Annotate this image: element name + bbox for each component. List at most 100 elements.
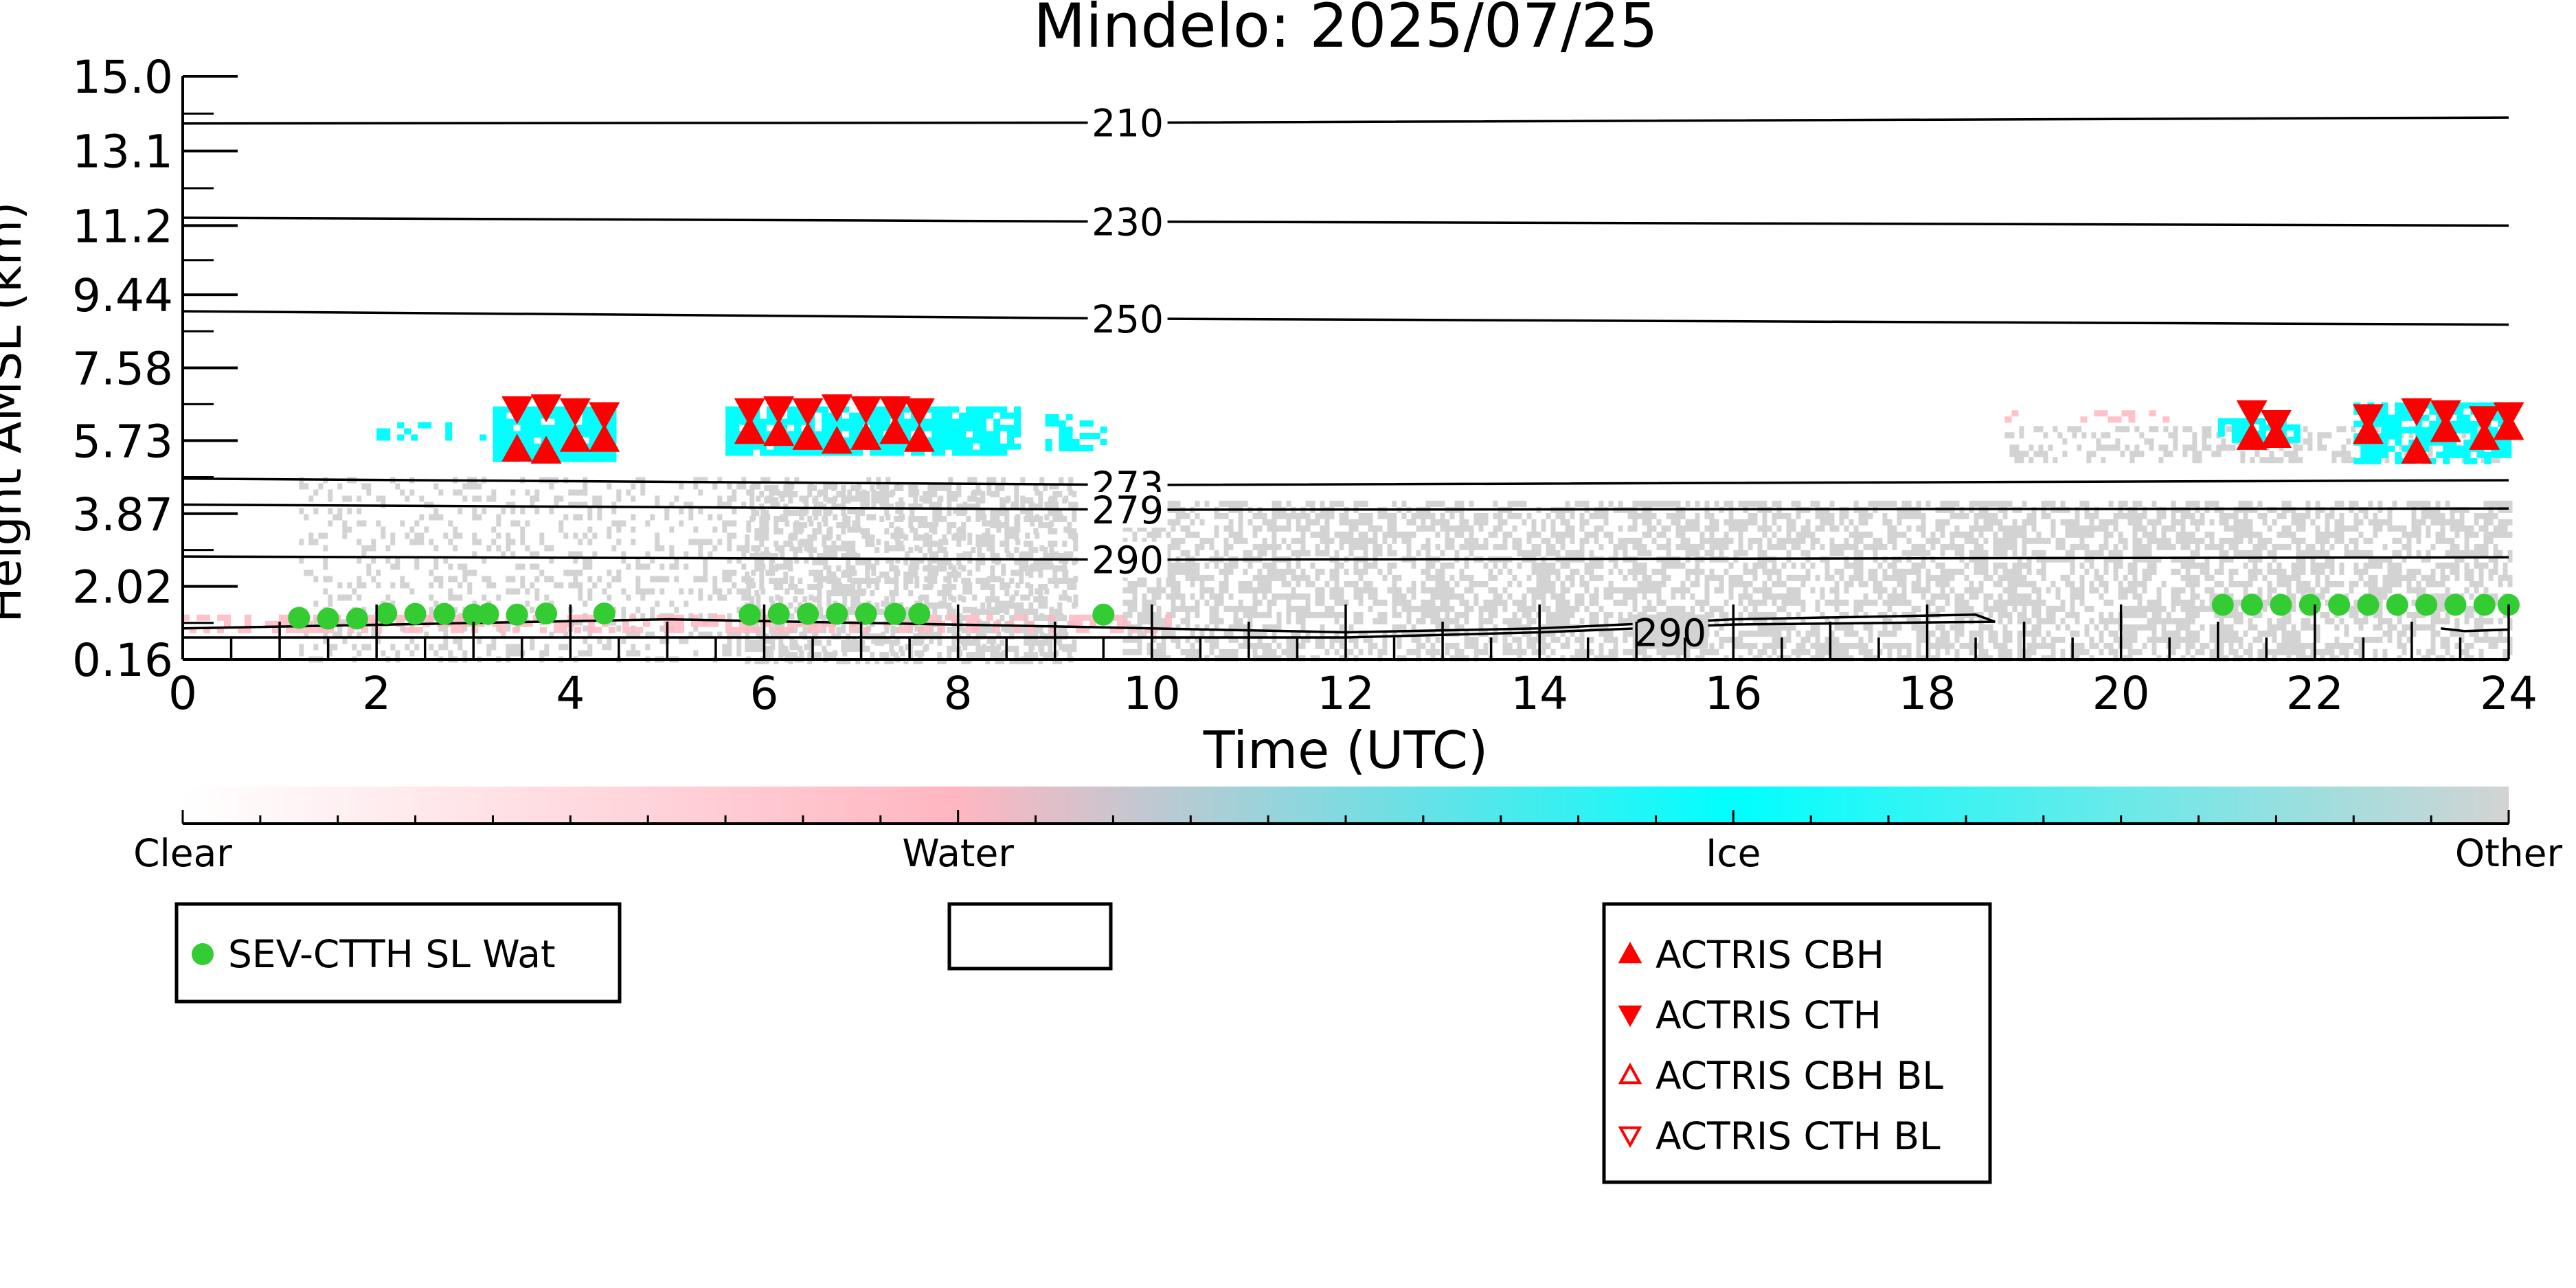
legend-entry-label: SEV-CTTH SL Wat	[228, 932, 556, 976]
sev-point	[2444, 594, 2467, 616]
series-actris-cbh	[501, 411, 2524, 464]
colorbar-label: Ice	[1706, 831, 1761, 875]
series-actris-cth	[501, 394, 2524, 438]
sev-point	[738, 603, 761, 626]
cbh-point	[2236, 422, 2268, 450]
cth-point	[2260, 409, 2292, 438]
cth-point	[903, 398, 935, 427]
classification-region-ice	[376, 422, 487, 441]
x-tick-label: 2	[362, 667, 391, 720]
classification-cells	[745, 485, 1077, 664]
sev-point	[2386, 594, 2408, 616]
cbh-point	[501, 433, 533, 462]
cbh-point	[792, 422, 824, 450]
legend-marker-triangle	[1618, 1126, 1642, 1149]
cth-point	[2493, 402, 2524, 431]
y-axis-label: Height AMSL (km)	[0, 202, 32, 623]
sev-point	[796, 602, 819, 625]
classification-region-other	[745, 485, 1077, 664]
cth-point	[879, 396, 911, 425]
sev-point	[375, 602, 398, 625]
y-tick-label: 11.2	[72, 200, 173, 253]
y-tick-label: 9.44	[72, 269, 173, 322]
isotherm-label: 230	[1092, 201, 1164, 245]
cth-point	[2430, 400, 2461, 429]
sev-point	[908, 602, 931, 625]
cth-point	[763, 396, 795, 425]
x-tick-label: 12	[1317, 667, 1375, 720]
colorbar-label: Clear	[133, 831, 232, 875]
classification-cells	[1045, 414, 1107, 451]
classification-cells	[376, 422, 487, 441]
cth-point	[559, 398, 591, 427]
legend-frame	[174, 902, 622, 1004]
sev-point	[535, 602, 558, 625]
data-markers	[288, 394, 2524, 630]
isotherm-line	[2441, 627, 2509, 633]
legend-entry-label: ACTRIS CTH BL	[1656, 1114, 1941, 1158]
x-tick-label: 0	[168, 667, 197, 720]
sev-point	[2211, 594, 2234, 616]
sev-point	[2357, 594, 2380, 616]
isotherm-line	[182, 310, 2509, 326]
cth-point	[2236, 400, 2268, 429]
cth-point	[589, 402, 620, 431]
cbh-point	[589, 424, 620, 452]
sev-point	[826, 602, 848, 625]
sev-point	[433, 602, 455, 625]
x-tick-label: 16	[1704, 667, 1762, 720]
legend-frame	[947, 902, 1113, 971]
cbh-point	[821, 425, 852, 454]
classification-cells	[1122, 500, 2513, 662]
x-tick-label: 10	[1123, 667, 1181, 720]
cbh-point	[530, 436, 562, 464]
isotherm-label-bg	[1087, 300, 1168, 337]
legend-entry-label: ACTRIS CBH	[1656, 933, 1884, 977]
cth-point	[734, 398, 765, 427]
isotherm-label-bg	[1087, 492, 1168, 528]
isotherm-label: 210	[1092, 102, 1164, 146]
classification-region-water	[2004, 410, 2170, 423]
legend-marker-triangle	[1618, 941, 1642, 964]
cth-point	[850, 396, 882, 425]
isotherm-line	[182, 116, 2509, 125]
cth-point	[2401, 398, 2432, 427]
sev-point	[317, 607, 339, 630]
cth-point	[501, 396, 533, 425]
cbh-point	[2469, 422, 2500, 450]
cbh-point	[559, 424, 591, 452]
isotherm-label-bg	[1087, 104, 1168, 141]
x-tick-label: 18	[1899, 667, 1956, 720]
legend-sev: SEV-CTTH SL Wat	[174, 902, 622, 1004]
isotherm-label-bg	[1087, 541, 1168, 578]
cbh-point	[763, 418, 795, 447]
cth-point	[2469, 406, 2500, 434]
sev-point	[767, 602, 790, 625]
sev-point	[593, 602, 615, 625]
x-tick-label: 4	[556, 667, 585, 720]
x-tick-label: 22	[2286, 667, 2344, 720]
legend-entry-label: ACTRIS CBH BL	[1656, 1054, 1943, 1098]
sev-point	[477, 602, 499, 625]
colorbar-label: Water	[902, 831, 1014, 875]
legend-entry-label: ACTRIS CTH	[1656, 993, 1882, 1037]
isotherm-line	[182, 216, 2509, 227]
classification-image	[183, 402, 2513, 664]
sev-point	[346, 607, 368, 630]
classification-region-other	[1122, 500, 2513, 662]
y-tick-label: 15.0	[72, 51, 173, 104]
classification-region-ice	[1045, 414, 1107, 451]
sev-point	[2473, 594, 2496, 616]
cbh-point	[879, 416, 911, 444]
cth-point	[821, 394, 852, 422]
isotherm-label: 290	[1092, 539, 1164, 583]
cbh-point	[2430, 414, 2461, 442]
y-tick-label: 3.87	[72, 488, 173, 541]
legend-marker-triangle	[1618, 1062, 1642, 1085]
cth-point	[2352, 404, 2384, 432]
cbh-point	[850, 422, 882, 450]
chart-title: Mindelo: 2025/07/25	[1033, 0, 1658, 61]
x-axis-label: Time (UTC)	[1203, 720, 1489, 780]
